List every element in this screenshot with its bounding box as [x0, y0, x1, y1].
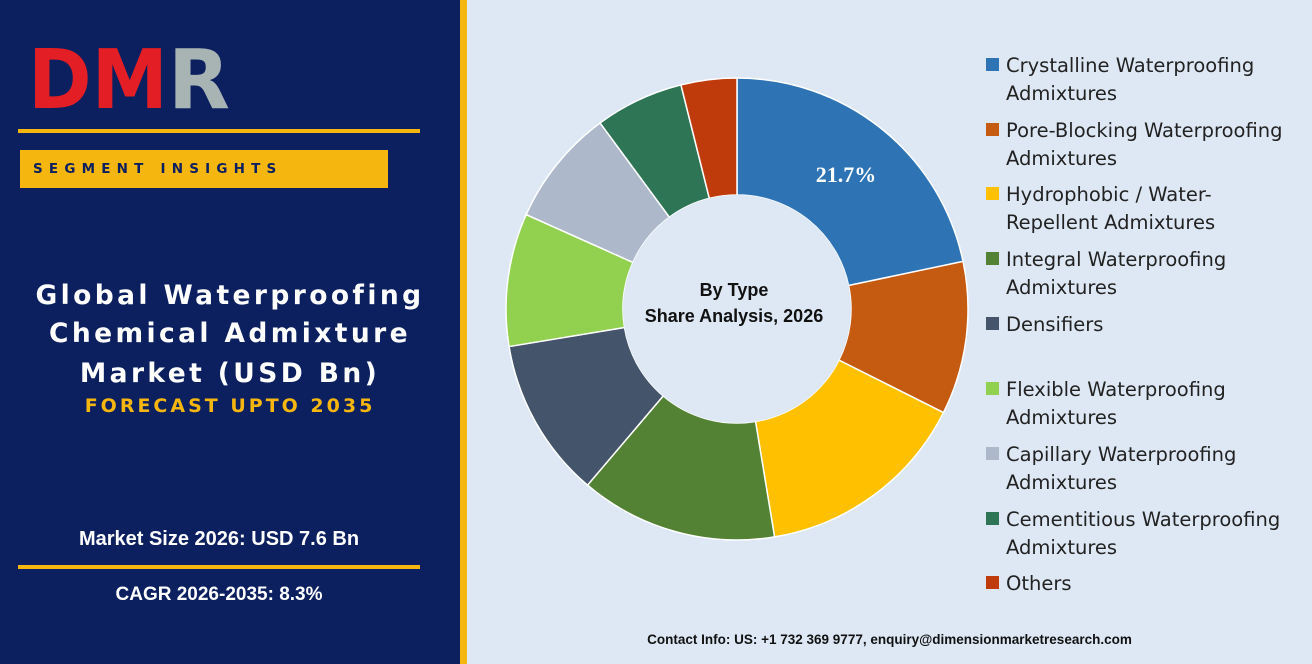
legend-label-line: Crystalline Waterproofing: [1006, 54, 1255, 77]
segment-insights-badge: SEGMENT INSIGHTS: [20, 150, 388, 188]
legend-label: Hydrophobic / Water- Repellent Admixtures: [1006, 181, 1296, 237]
center-label-line-2: Share Analysis, 2026: [645, 306, 823, 326]
logo-red-letters: DM: [28, 38, 168, 118]
gold-divider: [460, 0, 467, 664]
legend-label-line: Integral Waterproofing: [1006, 248, 1227, 271]
legend-label-line: Admixtures: [1006, 471, 1118, 494]
logo-gray-letter: R: [168, 38, 230, 118]
legend-swatch: [986, 576, 999, 589]
donut-slices: [505, 77, 969, 541]
forecast-label: FORECAST UPTO 2035: [84, 395, 376, 417]
title-line-1: Global Waterproofing: [35, 280, 425, 311]
legend-label-line: Others: [1006, 572, 1072, 595]
contact-info: Contact Info: US: +1 732 369 9777, enqui…: [647, 632, 1132, 647]
legend-label-line: Pore-Blocking Waterproofing: [1006, 119, 1283, 142]
legend-label: Crystalline Waterproofing Admixtures: [1006, 52, 1296, 108]
legend-label-line: Cementitious Waterproofing: [1006, 508, 1281, 531]
legend-swatch: [986, 512, 999, 525]
legend-label-line: Admixtures: [1006, 406, 1118, 429]
stats-gold-line: [18, 565, 420, 569]
center-label-line-1: By Type: [700, 280, 769, 300]
legend-label-line: Admixtures: [1006, 276, 1118, 299]
legend-label: Integral Waterproofing Admixtures: [1006, 246, 1296, 302]
legend-label-line: Admixtures: [1006, 82, 1118, 105]
legend-label: Capillary Waterproofing Admixtures: [1006, 441, 1296, 497]
legend-label-line: Hydrophobic / Water-: [1006, 183, 1212, 206]
cagr: CAGR 2026-2035: 8.3%: [115, 584, 323, 605]
donut-hole: [623, 195, 851, 423]
legend-label: Densifiers: [1006, 311, 1296, 339]
dmr-logo: DM R: [28, 38, 230, 118]
legend-swatch: [986, 447, 999, 460]
segment-insights-label: SEGMENT INSIGHTS: [33, 161, 283, 177]
legend-label: Others: [1006, 570, 1296, 598]
top-gold-line: [18, 129, 420, 133]
legend-label-line: Repellent Admixtures: [1006, 211, 1216, 234]
legend-swatch: [986, 123, 999, 136]
legend-swatch: [986, 382, 999, 395]
legend-swatch: [986, 252, 999, 265]
left-panel: DM R SEGMENT INSIGHTS Global Waterproofi…: [0, 0, 460, 664]
title-line-3: Market (USD Bn): [79, 358, 381, 389]
legend-label: Flexible Waterproofing Admixtures: [1006, 376, 1296, 432]
legend-label: Pore-Blocking Waterproofing Admixtures: [1006, 117, 1296, 173]
title-line-2: Chemical Admixture: [49, 318, 411, 349]
legend-label-line: Flexible Waterproofing: [1006, 378, 1226, 401]
legend-label-line: Densifiers: [1006, 313, 1104, 336]
legend-label-line: Admixtures: [1006, 536, 1118, 559]
legend-label-line: Admixtures: [1006, 147, 1118, 170]
slice-value-label: 21.7%: [816, 162, 877, 187]
legend-label-line: Capillary Waterproofing: [1006, 443, 1237, 466]
legend-label: Cementitious Waterproofing Admixtures: [1006, 506, 1296, 562]
legend-swatch: [986, 58, 999, 71]
legend-swatch: [986, 187, 999, 200]
legend-swatch: [986, 317, 999, 330]
market-size: Market Size 2026: USD 7.6 Bn: [78, 528, 360, 550]
